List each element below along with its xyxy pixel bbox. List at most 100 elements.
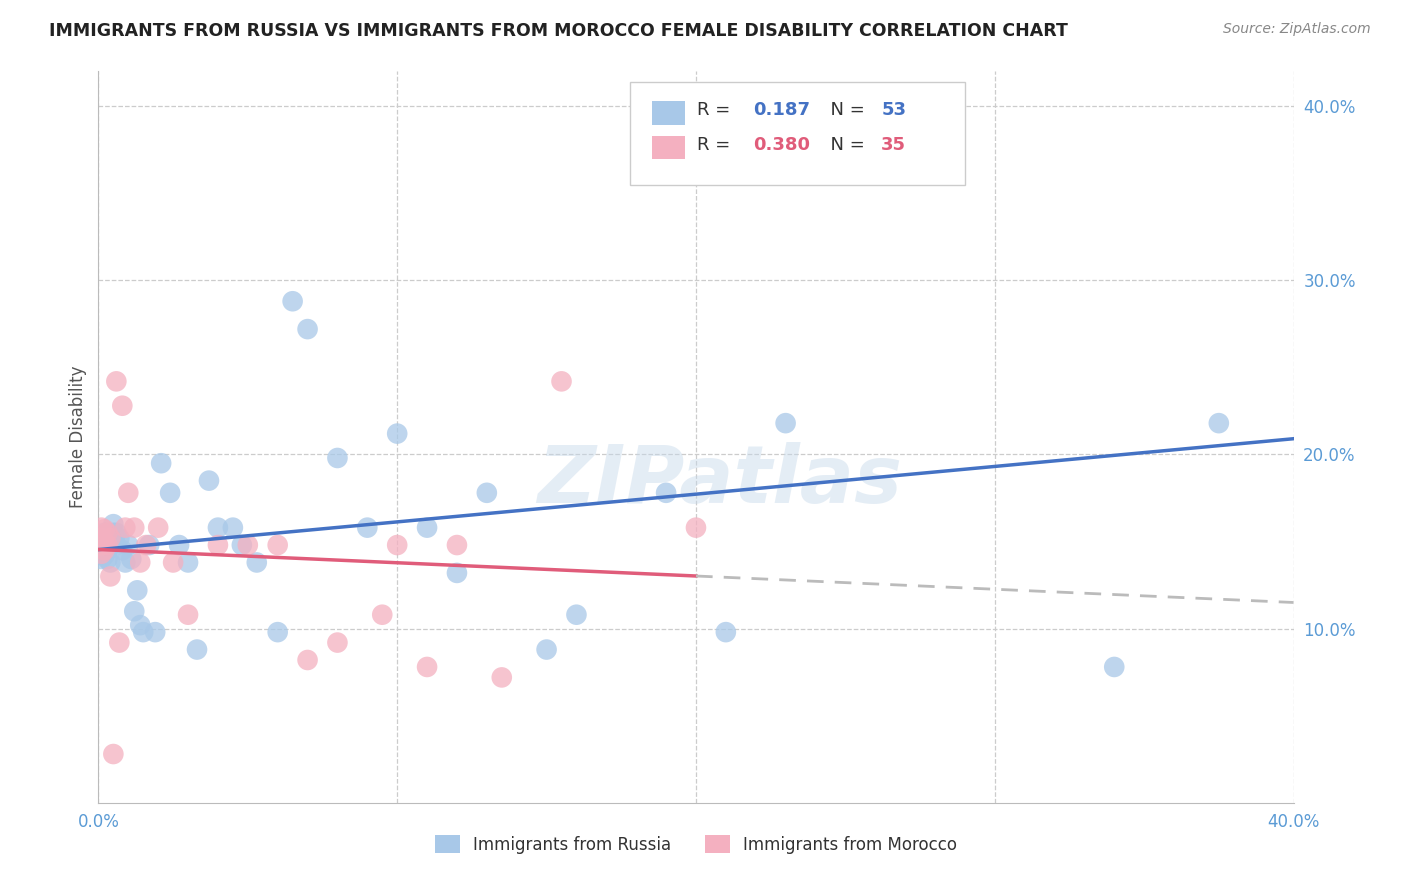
Point	[246, 556, 269, 570]
Point	[281, 294, 304, 309]
Point	[96, 534, 118, 549]
Y-axis label: Female Disability: Female Disability	[69, 366, 87, 508]
FancyBboxPatch shape	[630, 82, 965, 185]
Point	[129, 618, 152, 632]
Point	[93, 534, 115, 549]
Point	[371, 607, 394, 622]
Point	[162, 556, 184, 570]
Point	[96, 552, 118, 566]
Point	[129, 556, 152, 570]
Point	[90, 552, 112, 566]
Point	[90, 547, 112, 561]
Point	[267, 538, 290, 552]
Point	[105, 525, 128, 540]
Point	[177, 556, 200, 570]
Point	[1208, 416, 1230, 430]
FancyBboxPatch shape	[652, 102, 685, 125]
Point	[98, 556, 122, 570]
Point	[114, 556, 136, 570]
Text: R =: R =	[697, 101, 737, 120]
Point	[167, 538, 190, 552]
Point	[90, 538, 112, 552]
Point	[108, 635, 131, 649]
Point	[96, 538, 118, 552]
Point	[103, 747, 125, 761]
Point	[207, 538, 229, 552]
Point	[775, 416, 797, 430]
Point	[90, 534, 112, 549]
Legend: Immigrants from Russia, Immigrants from Morocco: Immigrants from Russia, Immigrants from …	[429, 829, 963, 860]
Point	[90, 531, 112, 545]
Point	[186, 642, 208, 657]
Point	[111, 543, 134, 558]
Point	[148, 521, 170, 535]
Point	[111, 399, 134, 413]
Point	[236, 538, 259, 552]
Point	[536, 642, 558, 657]
Point	[124, 604, 146, 618]
Point	[103, 525, 125, 540]
Point	[120, 552, 142, 566]
Text: 53: 53	[882, 101, 907, 120]
Point	[446, 538, 468, 552]
Point	[267, 625, 290, 640]
Point	[138, 538, 160, 552]
Point	[326, 450, 349, 465]
Point	[103, 517, 125, 532]
Text: IMMIGRANTS FROM RUSSIA VS IMMIGRANTS FROM MOROCCO FEMALE DISABILITY CORRELATION : IMMIGRANTS FROM RUSSIA VS IMMIGRANTS FRO…	[49, 22, 1069, 40]
Point	[108, 531, 131, 545]
Point	[105, 375, 128, 389]
Point	[143, 625, 166, 640]
Point	[150, 456, 173, 470]
Point	[93, 549, 115, 563]
Point	[124, 521, 146, 535]
Text: 0.380: 0.380	[754, 136, 810, 154]
Point	[326, 635, 349, 649]
Text: R =: R =	[697, 136, 737, 154]
Point	[385, 426, 409, 441]
Point	[385, 538, 409, 552]
Text: ZIPatlas: ZIPatlas	[537, 442, 903, 520]
FancyBboxPatch shape	[652, 136, 685, 159]
Point	[117, 485, 139, 500]
Point	[105, 538, 128, 552]
Point	[93, 538, 115, 552]
Point	[159, 485, 181, 500]
Point	[356, 521, 378, 535]
Point	[550, 375, 572, 389]
Point	[90, 521, 112, 535]
Point	[222, 521, 245, 535]
Point	[297, 653, 319, 667]
Point	[98, 538, 122, 552]
Text: Source: ZipAtlas.com: Source: ZipAtlas.com	[1223, 22, 1371, 37]
Point	[135, 538, 157, 552]
Point	[565, 607, 588, 622]
Text: 0.187: 0.187	[754, 101, 810, 120]
Point	[1104, 660, 1126, 674]
Point	[93, 522, 115, 536]
Point	[446, 566, 468, 580]
Point	[93, 543, 115, 558]
Point	[685, 521, 707, 535]
Point	[198, 474, 221, 488]
Point	[93, 525, 115, 540]
Point	[114, 521, 136, 535]
Point	[132, 625, 155, 640]
Point	[834, 113, 856, 128]
Point	[655, 485, 678, 500]
Point	[90, 543, 112, 558]
Point	[177, 607, 200, 622]
Point	[207, 521, 229, 535]
Text: N =: N =	[820, 136, 870, 154]
Point	[231, 538, 253, 552]
Point	[98, 531, 122, 545]
Point	[416, 660, 439, 674]
Text: 35: 35	[882, 136, 907, 154]
Point	[98, 569, 122, 583]
Point	[714, 625, 737, 640]
Text: N =: N =	[820, 101, 870, 120]
Point	[416, 521, 439, 535]
Point	[96, 525, 118, 540]
Point	[475, 485, 498, 500]
Point	[491, 670, 513, 684]
